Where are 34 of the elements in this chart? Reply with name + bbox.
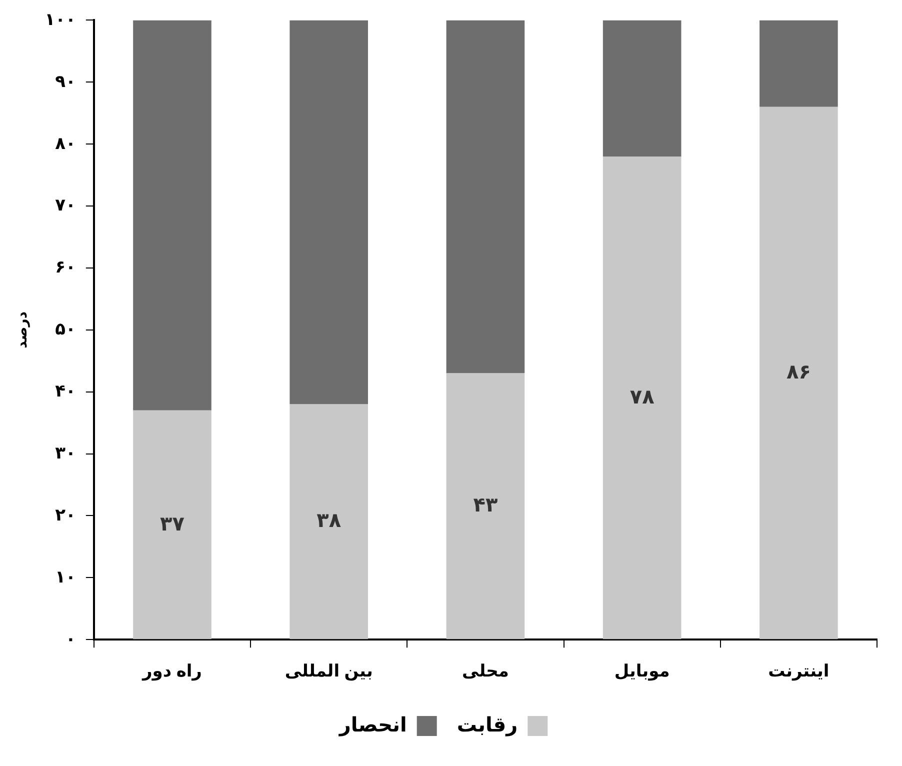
legend-label: انحصار: [338, 714, 407, 737]
y-tick-label: ۱۰۰: [44, 10, 76, 29]
x-tick-label: بین المللی: [284, 661, 373, 682]
x-tick-label: اینترنت: [768, 661, 830, 682]
y-tick-label: ۷۰: [55, 196, 76, 215]
y-axis-title: درصد: [13, 311, 30, 348]
bar: [760, 106, 838, 640]
data-label: ۳۸: [316, 510, 342, 532]
x-tick-label: موبایل: [614, 661, 670, 682]
y-tick-label: ۱۰: [55, 567, 76, 586]
y-tick-label: ۲۰: [55, 505, 76, 524]
bar: [133, 410, 212, 640]
y-tick-label: ۹۰: [55, 72, 76, 91]
bar: [290, 404, 368, 640]
bar: [760, 20, 838, 107]
bar: [602, 156, 682, 640]
bar: [446, 373, 525, 640]
y-tick-label: ۸۰: [55, 134, 76, 153]
bar: [602, 20, 682, 156]
y-tick-label: ۵۰: [55, 320, 76, 339]
y-tick-label: ۴۰: [55, 382, 76, 401]
y-tick-label: ۳۰: [55, 443, 76, 462]
legend-label: رقابت: [456, 714, 518, 737]
bar: [446, 20, 525, 374]
y-tick-label: ۰: [66, 629, 76, 648]
data-label: ۴۳: [473, 494, 498, 517]
y-tick-label: ۶۰: [55, 258, 76, 277]
bar: [133, 20, 212, 410]
bar: [290, 20, 368, 404]
data-label: ۸۶: [786, 362, 811, 384]
x-tick-label: محلی: [462, 661, 509, 680]
x-tick-label: راه دور: [142, 661, 202, 682]
data-label: ۳۷: [160, 513, 184, 536]
data-label: ۷۸: [630, 386, 654, 408]
